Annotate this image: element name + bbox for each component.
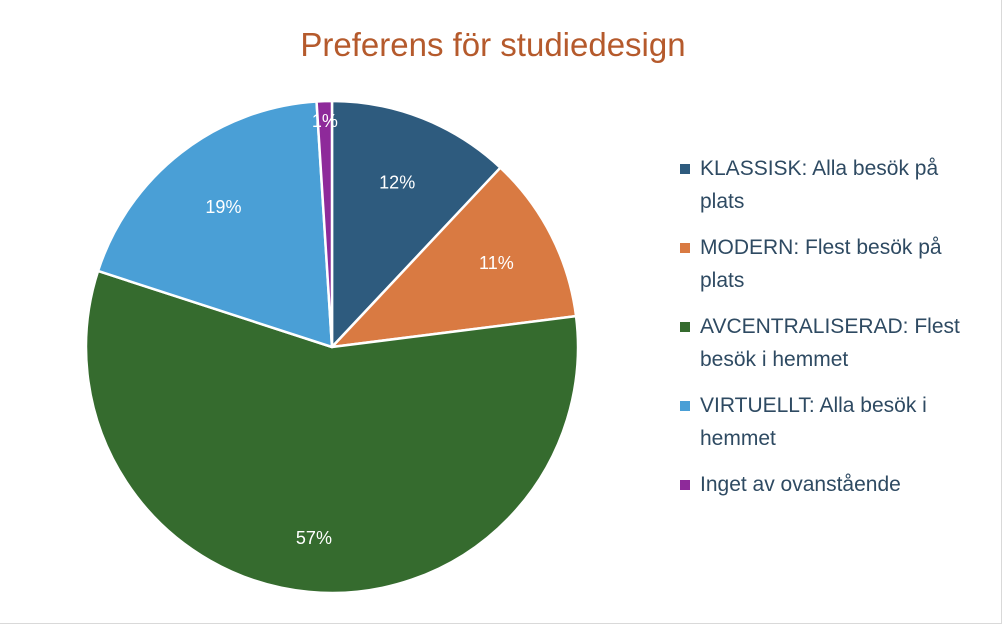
legend-swatch-icon	[680, 322, 690, 332]
slice-avcentraliserad[interactable]	[84, 269, 580, 595]
slice-inget[interactable]	[315, 99, 334, 349]
data-label: 11%	[479, 253, 514, 273]
legend-swatch-icon	[680, 401, 690, 411]
legend-label: KLASSISK: Alla besök på plats	[700, 157, 939, 213]
slice-klassisk[interactable]	[330, 99, 502, 349]
legend-item-virtuellt[interactable]: VIRTUELLT: Alla besök i hemmet	[680, 389, 980, 455]
legend-item-klassisk[interactable]: KLASSISK: Alla besök på plats	[680, 152, 980, 218]
legend-label: Inget av ovanstående	[700, 473, 901, 496]
chart-title: Preferens för studiedesign	[300, 26, 686, 63]
slice-virtuellt[interactable]	[96, 100, 334, 349]
data-label: 1%	[312, 111, 338, 131]
data-label: 12%	[379, 172, 415, 192]
legend-swatch-icon	[680, 480, 690, 490]
legend-item-avcentraliserad[interactable]: AVCENTRALISERAD: Flest besök i hemmet	[680, 310, 980, 376]
legend-swatch-icon	[680, 164, 690, 174]
data-label: 19%	[205, 197, 241, 217]
slice-modern[interactable]	[330, 166, 578, 349]
data-label: 57%	[296, 528, 332, 548]
legend-label: AVCENTRALISERAD: Flest besök i hemmet	[700, 315, 960, 371]
pie-chart[interactable]: 12% 11% 57% 19% 1%	[0, 0, 680, 623]
legend-item-modern[interactable]: MODERN: Flest besök på plats	[680, 231, 980, 297]
legend-swatch-icon	[680, 243, 690, 253]
legend-label: MODERN: Flest besök på plats	[700, 236, 942, 292]
legend-item-inget[interactable]: Inget av ovanstående	[680, 468, 980, 501]
legend-label: VIRTUELLT: Alla besök i hemmet	[700, 394, 927, 450]
chart-legend: KLASSISK: Alla besök på plats MODERN: Fl…	[680, 152, 980, 514]
